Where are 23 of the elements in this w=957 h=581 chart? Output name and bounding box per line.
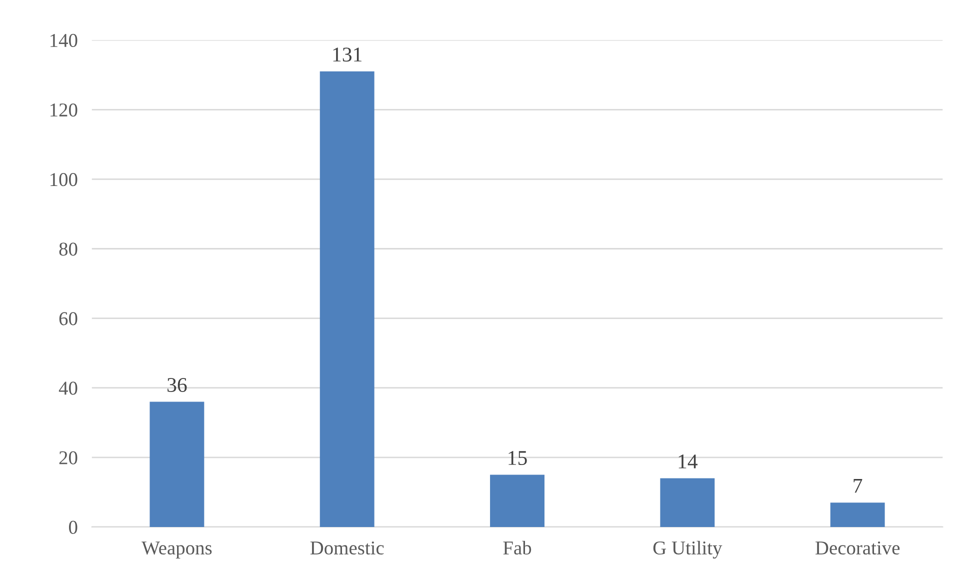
- y-tick-label: 60: [59, 312, 78, 326]
- y-tick-label: 0: [69, 520, 78, 534]
- bar: [660, 478, 715, 527]
- y-tick-label: 100: [50, 173, 78, 186]
- x-tick-label: Weapons: [142, 542, 212, 558]
- data-label: 14: [678, 454, 698, 468]
- x-tick-label: Fab: [503, 540, 532, 555]
- data-label: 36: [168, 378, 187, 392]
- x-tick-label: G Utility: [653, 540, 722, 559]
- y-tick-label: 140: [50, 34, 78, 48]
- data-label: 7: [854, 478, 862, 493]
- data-label: 15: [508, 451, 527, 466]
- bar: [490, 474, 544, 527]
- y-tick-label: 80: [59, 242, 78, 256]
- y-tick-label: 120: [50, 103, 78, 117]
- y-tick-label: 40: [58, 382, 78, 395]
- bar: [320, 71, 374, 527]
- x-tick-label: Domestic: [310, 541, 384, 555]
- data-label: 131: [333, 48, 362, 62]
- y-tick-label: 20: [59, 451, 78, 464]
- x-tick-label: Decorative: [815, 541, 900, 555]
- bar: [830, 502, 885, 527]
- bar: [150, 402, 204, 527]
